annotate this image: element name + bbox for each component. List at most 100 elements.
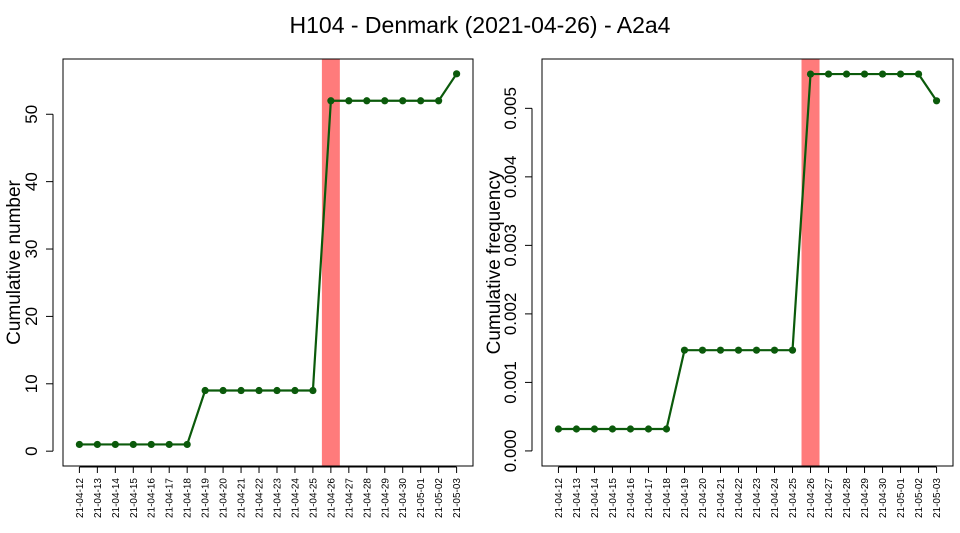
y-tick-label: 0 bbox=[22, 446, 41, 455]
data-point bbox=[309, 386, 317, 395]
data-point bbox=[327, 97, 335, 105]
x-tick-label: 21-04-29 bbox=[380, 478, 391, 518]
y-tick-label: 10 bbox=[22, 374, 41, 393]
x-tick-label: 21-04-28 bbox=[362, 478, 373, 518]
y-tick-label: 0.001 bbox=[501, 361, 520, 404]
data-point bbox=[93, 440, 101, 449]
x-tick-label: 21-04-13 bbox=[572, 478, 583, 518]
y-tick-label: 50 bbox=[22, 105, 41, 124]
panel-cumulative-frequency: 0.000 0.001 0.002 0.003 0.004 0.005 Cumulative… bbox=[484, 58, 954, 518]
x-tick-label: 21-04-21 bbox=[237, 478, 248, 518]
x-tick-label: 21-04-22 bbox=[734, 478, 745, 518]
data-point bbox=[75, 440, 83, 449]
data-point bbox=[165, 440, 173, 449]
x-tick-label: 21-05-01 bbox=[896, 478, 907, 518]
plot-frame bbox=[62, 58, 474, 467]
x-tick-label: 21-04-28 bbox=[842, 478, 853, 518]
data-point bbox=[417, 97, 425, 105]
x-tick-label: 21-04-17 bbox=[165, 478, 176, 518]
x-tick-label: 21-04-12 bbox=[75, 478, 86, 518]
series-line bbox=[79, 73, 458, 446]
data-point bbox=[914, 70, 923, 78]
x-tick-label: 21-04-30 bbox=[878, 478, 889, 518]
data-point bbox=[932, 97, 941, 105]
x-tick-label: 21-04-14 bbox=[590, 478, 601, 518]
x-tick-label: 21-05-03 bbox=[452, 478, 463, 518]
data-point bbox=[111, 440, 119, 449]
x-tick-label: 21-04-18 bbox=[662, 478, 673, 518]
data-point bbox=[806, 70, 815, 78]
x-tick-label: 21-04-24 bbox=[770, 478, 781, 518]
x-tick-label: 21-04-15 bbox=[129, 478, 140, 518]
x-tick-label: 21-04-20 bbox=[698, 478, 709, 518]
data-point bbox=[860, 70, 869, 78]
x-tick-label: 21-04-27 bbox=[824, 478, 835, 518]
x-tick-label: 21-04-23 bbox=[752, 478, 763, 518]
data-point bbox=[662, 425, 671, 433]
x-tick-label: 21-04-21 bbox=[716, 478, 727, 518]
data-point bbox=[716, 346, 725, 354]
x-tick-label: 21-04-23 bbox=[272, 478, 283, 518]
data-point bbox=[824, 70, 833, 78]
x-tick-label: 21-04-27 bbox=[344, 478, 355, 518]
highlight-band bbox=[801, 59, 820, 466]
x-tick-label: 21-04-15 bbox=[608, 478, 619, 518]
data-point bbox=[734, 346, 743, 354]
figure-title: H104 - Denmark (2021-04-26) - A2a4 bbox=[290, 12, 671, 38]
panel-cumulative-number: 0 10 20 30 40 50 Cumulative number 21-04-12 21-0… bbox=[4, 58, 474, 518]
data-point bbox=[572, 425, 581, 433]
x-tick-label: 21-04-29 bbox=[860, 478, 871, 518]
data-point bbox=[453, 70, 461, 78]
data-point bbox=[273, 386, 281, 395]
y-tick-label: 0.003 bbox=[501, 224, 520, 267]
x-tick-label: 21-05-03 bbox=[932, 478, 943, 518]
x-tick-label: 21-05-02 bbox=[914, 478, 925, 518]
y-axis-label: Cumulative number bbox=[4, 179, 25, 344]
x-tick-label: 21-04-30 bbox=[398, 478, 409, 518]
data-point bbox=[554, 425, 563, 433]
data-point bbox=[129, 440, 137, 449]
y-axis-label: Cumulative frequency bbox=[484, 170, 505, 354]
y-tick-label: 0.002 bbox=[501, 293, 520, 336]
data-point bbox=[752, 346, 761, 354]
x-tick-label: 21-04-25 bbox=[308, 478, 319, 518]
series-line bbox=[558, 72, 938, 431]
data-point bbox=[680, 346, 689, 354]
highlight-band bbox=[321, 59, 340, 466]
x-tick-label: 21-04-16 bbox=[147, 478, 158, 518]
x-tick-label: 21-04-14 bbox=[111, 478, 122, 518]
data-point bbox=[255, 386, 263, 395]
x-tick-label: 21-04-13 bbox=[93, 478, 104, 518]
data-point bbox=[435, 97, 443, 105]
data-point bbox=[896, 70, 905, 78]
plot-frame bbox=[541, 58, 954, 467]
data-point bbox=[788, 346, 797, 354]
x-tick-label: 21-04-25 bbox=[788, 478, 799, 518]
y-tick-label: 0.005 bbox=[501, 87, 520, 130]
x-tick-label: 21-04-12 bbox=[554, 478, 565, 518]
x-tick-label: 21-04-24 bbox=[290, 478, 301, 518]
data-point bbox=[878, 70, 887, 78]
data-point bbox=[399, 97, 407, 105]
x-tick-label: 21-05-02 bbox=[434, 478, 445, 518]
x-tick-label: 21-04-19 bbox=[201, 478, 212, 518]
data-point bbox=[608, 425, 617, 433]
y-tick-label: 40 bbox=[22, 172, 41, 191]
data-point bbox=[345, 97, 353, 105]
data-point bbox=[626, 425, 635, 433]
x-tick-label: 21-04-26 bbox=[806, 478, 817, 518]
x-tick-label: 21-04-16 bbox=[626, 478, 637, 518]
x-tick-label: 21-04-18 bbox=[183, 478, 194, 518]
y-tick-label: 20 bbox=[22, 307, 41, 326]
data-point bbox=[644, 425, 653, 433]
y-tick-label: 0.000 bbox=[501, 430, 520, 473]
data-point bbox=[770, 346, 779, 354]
data-point bbox=[237, 386, 245, 395]
x-tick-label: 21-04-17 bbox=[644, 478, 655, 518]
data-point bbox=[842, 70, 851, 78]
y-tick-label: 0.004 bbox=[501, 156, 520, 199]
data-point bbox=[201, 386, 209, 395]
data-point bbox=[183, 440, 191, 449]
data-point bbox=[698, 346, 707, 354]
